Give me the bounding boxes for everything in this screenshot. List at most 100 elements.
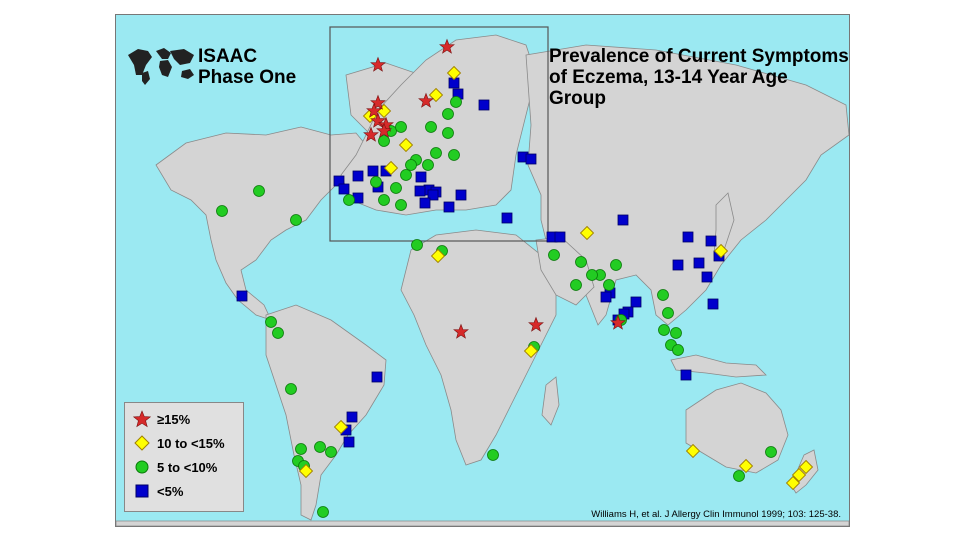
site-marker-circle bbox=[765, 446, 777, 458]
site-marker-circle bbox=[548, 249, 560, 261]
site-marker-square bbox=[352, 170, 364, 182]
site-marker-star bbox=[370, 56, 386, 72]
site-marker-square bbox=[630, 296, 642, 308]
site-marker-circle bbox=[285, 383, 297, 395]
site-marker-circle bbox=[448, 149, 460, 161]
site-marker-star bbox=[366, 102, 382, 118]
europe-inset-frame bbox=[329, 26, 549, 242]
logo-title: ISAAC Phase One bbox=[198, 46, 297, 88]
site-marker-square bbox=[427, 189, 439, 201]
site-marker-square bbox=[682, 231, 694, 243]
site-marker-circle bbox=[370, 176, 382, 188]
site-marker-circle bbox=[272, 327, 284, 339]
site-marker-circle bbox=[670, 327, 682, 339]
legend-label: ≥15% bbox=[157, 411, 191, 427]
site-marker-square bbox=[371, 371, 383, 383]
site-marker-star bbox=[528, 316, 544, 332]
antarctica bbox=[116, 520, 849, 526]
site-marker-square bbox=[525, 153, 537, 165]
site-marker-circle bbox=[672, 344, 684, 356]
site-marker-circle bbox=[487, 449, 499, 461]
north-america bbox=[155, 126, 367, 321]
site-marker-diamond bbox=[685, 443, 701, 459]
world-map: ISAAC Phase One Prevalence of Current Sy… bbox=[115, 14, 850, 527]
world-globe-icon bbox=[128, 48, 194, 85]
site-marker-circle bbox=[216, 205, 228, 217]
site-marker-circle bbox=[570, 279, 582, 291]
site-marker-star bbox=[610, 314, 626, 330]
legend-label: 10 to <15% bbox=[157, 435, 225, 451]
site-marker-circle bbox=[400, 169, 412, 181]
site-marker-diamond bbox=[713, 243, 729, 259]
site-marker-diamond bbox=[785, 475, 801, 491]
square-icon bbox=[135, 484, 149, 498]
site-marker-circle bbox=[395, 121, 407, 133]
site-marker-diamond bbox=[333, 419, 349, 435]
legend: ≥15% 10 to <15% 5 to <10% <5% bbox=[124, 402, 244, 512]
site-marker-circle bbox=[343, 194, 355, 206]
site-marker-diamond bbox=[430, 248, 446, 264]
site-marker-circle bbox=[430, 147, 442, 159]
site-marker-circle bbox=[314, 441, 326, 453]
site-marker-square bbox=[617, 214, 629, 226]
australia bbox=[685, 382, 789, 474]
site-marker-circle bbox=[295, 443, 307, 455]
site-marker-circle bbox=[395, 199, 407, 211]
site-marker-diamond bbox=[383, 160, 399, 176]
legend-label: 5 to <10% bbox=[157, 459, 218, 475]
site-marker-circle bbox=[603, 279, 615, 291]
site-marker-circle bbox=[422, 159, 434, 171]
legend-label: <5% bbox=[157, 483, 184, 499]
map-title: Prevalence of Current Symptoms of Eczema… bbox=[549, 46, 849, 109]
site-marker-circle bbox=[390, 182, 402, 194]
site-marker-star bbox=[370, 94, 386, 110]
site-marker-circle bbox=[658, 324, 670, 336]
markers-layer bbox=[216, 38, 814, 518]
site-marker-square bbox=[554, 231, 566, 243]
circle-icon bbox=[135, 460, 149, 474]
site-marker-circle bbox=[450, 96, 462, 108]
site-marker-circle bbox=[733, 470, 745, 482]
legend-item-diamond: 10 to <15% bbox=[133, 433, 225, 453]
map-canvas bbox=[116, 26, 849, 526]
site-marker-square bbox=[414, 185, 426, 197]
legend-item-square: <5% bbox=[133, 481, 183, 501]
site-marker-star bbox=[453, 323, 469, 339]
site-marker-circle bbox=[325, 446, 337, 458]
site-marker-square bbox=[701, 271, 713, 283]
site-marker-square bbox=[343, 436, 355, 448]
site-marker-circle bbox=[425, 121, 437, 133]
site-marker-diamond bbox=[523, 343, 539, 359]
site-marker-square bbox=[236, 290, 248, 302]
site-marker-star bbox=[370, 112, 386, 128]
site-marker-square bbox=[419, 197, 431, 209]
site-marker-star bbox=[418, 92, 434, 108]
south-america bbox=[265, 304, 387, 521]
africa bbox=[400, 229, 557, 466]
site-marker-circle bbox=[265, 316, 277, 328]
site-marker-circle bbox=[442, 108, 454, 120]
site-marker-square bbox=[346, 411, 358, 423]
site-marker-star bbox=[376, 122, 392, 138]
site-marker-circle bbox=[610, 259, 622, 271]
site-marker-square bbox=[680, 369, 692, 381]
site-marker-square bbox=[478, 99, 490, 111]
site-marker-square bbox=[415, 171, 427, 183]
site-marker-star bbox=[439, 38, 455, 54]
site-marker-circle bbox=[405, 159, 417, 171]
site-marker-square bbox=[707, 298, 719, 310]
site-marker-circle bbox=[378, 194, 390, 206]
site-marker-square bbox=[338, 183, 350, 195]
site-marker-circle bbox=[411, 239, 423, 251]
site-marker-circle bbox=[575, 256, 587, 268]
site-marker-circle bbox=[442, 127, 454, 139]
site-marker-circle bbox=[317, 506, 329, 518]
site-marker-circle bbox=[378, 135, 390, 147]
site-marker-diamond bbox=[579, 225, 595, 241]
site-marker-diamond bbox=[398, 137, 414, 153]
diamond-icon bbox=[134, 435, 150, 451]
site-marker-circle bbox=[586, 269, 598, 281]
site-marker-square bbox=[705, 235, 717, 247]
site-marker-circle bbox=[662, 307, 674, 319]
citation: Williams H, et al. J Allergy Clin Immuno… bbox=[591, 509, 841, 520]
